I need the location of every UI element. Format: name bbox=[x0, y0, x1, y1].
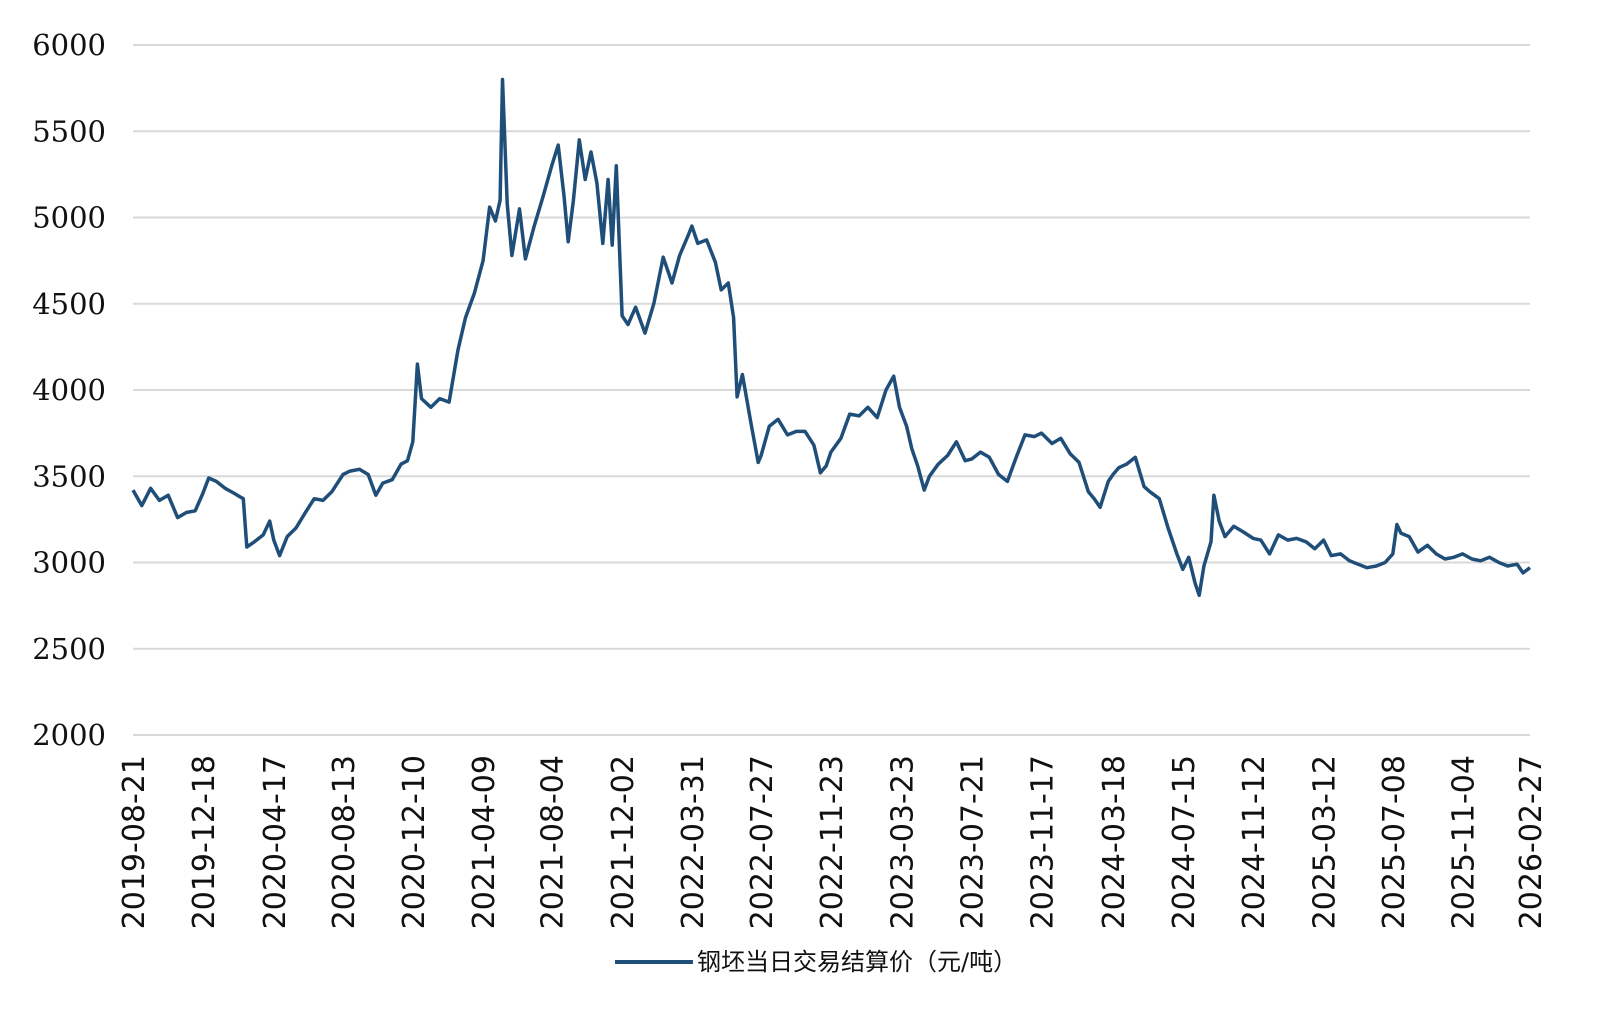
x-tick-label: 2024-11-12 bbox=[1237, 755, 1272, 929]
series-line bbox=[131, 77, 1532, 598]
y-tick-label: 6000 bbox=[32, 28, 106, 62]
y-tick-label: 2500 bbox=[32, 632, 106, 666]
y-tick-label: 3500 bbox=[32, 459, 106, 493]
x-tick-label: 2022-11-23 bbox=[815, 755, 850, 929]
x-tick-label: 2020-12-10 bbox=[397, 755, 432, 929]
x-tick-label: 2021-08-04 bbox=[536, 755, 571, 929]
x-tick-label: 2024-07-15 bbox=[1167, 755, 1202, 929]
x-tick-label: 2026-02-27 bbox=[1514, 755, 1549, 929]
gridlines bbox=[133, 44, 1530, 736]
x-tick-label: 2023-11-17 bbox=[1025, 755, 1060, 929]
x-tick-label: 2019-12-18 bbox=[187, 755, 222, 929]
x-tick-label: 2020-08-13 bbox=[327, 755, 362, 929]
x-axis-tick-labels: 2019-08-21 2019-12-18 2020-04-17 2020-08-13… bbox=[117, 755, 1549, 929]
x-tick-label: 2025-11-04 bbox=[1447, 755, 1482, 929]
x-tick-label: 2025-03-12 bbox=[1308, 755, 1343, 929]
x-tick-label: 2020-04-17 bbox=[258, 755, 293, 929]
x-tick-label: 2021-12-02 bbox=[606, 755, 641, 929]
x-tick-label: 2023-07-21 bbox=[956, 755, 991, 929]
y-tick-label: 5500 bbox=[32, 114, 106, 148]
y-tick-label: 4000 bbox=[32, 373, 106, 407]
y-tick-label: 5000 bbox=[32, 201, 106, 235]
y-tick-label: 3000 bbox=[32, 546, 106, 580]
legend: 钢坯当日交易结算价（元/吨） bbox=[615, 948, 1017, 976]
y-tick-label: 2000 bbox=[32, 718, 106, 752]
x-tick-label: 2022-07-27 bbox=[745, 755, 780, 929]
y-axis-tick-labels: 2000 2500 3000 3500 4000 4500 5000 5500 6000 bbox=[32, 28, 106, 752]
x-tick-label: 2023-03-23 bbox=[885, 755, 920, 929]
y-tick-label: 4500 bbox=[32, 287, 106, 321]
legend-label: 钢坯当日交易结算价（元/吨） bbox=[697, 948, 1017, 976]
x-tick-label: 2025-07-08 bbox=[1377, 755, 1412, 929]
x-tick-label: 2024-03-18 bbox=[1097, 755, 1132, 929]
x-tick-label: 2021-04-09 bbox=[467, 755, 502, 929]
x-tick-label: 2019-08-21 bbox=[117, 755, 152, 929]
x-tick-label: 2022-03-31 bbox=[676, 755, 711, 929]
